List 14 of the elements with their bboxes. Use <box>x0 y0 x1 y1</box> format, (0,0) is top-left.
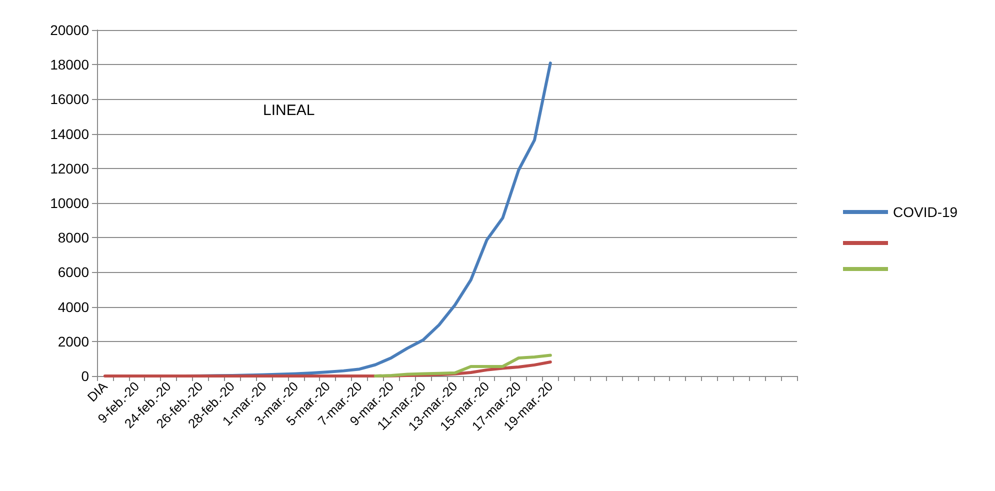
y-tick-label: 2000 <box>58 333 90 350</box>
y-tick-label: 8000 <box>58 230 90 246</box>
text: LINEAL <box>263 102 315 119</box>
y-tick-label: 12000 <box>50 160 90 176</box>
y-tick-label: 16000 <box>50 91 90 108</box>
y-tick-label: 14000 <box>50 126 90 142</box>
y-tick-label: 20000 <box>50 22 90 38</box>
legend-label: COVID-19 <box>893 204 958 220</box>
line-series <box>374 354 552 378</box>
y-tick-label: 4000 <box>58 298 90 315</box>
y-tick-label: 0 <box>81 368 90 384</box>
y-tick-label: 18000 <box>50 56 90 73</box>
y-tick-label: 6000 <box>58 264 90 280</box>
y-tick-label: 10000 <box>50 195 90 211</box>
